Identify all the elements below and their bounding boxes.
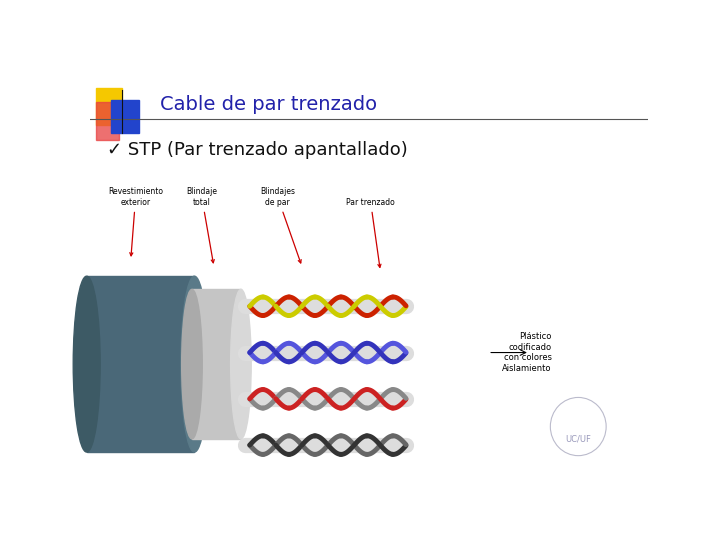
- Text: Revestimiento
exterior: Revestimiento exterior: [108, 187, 163, 256]
- Ellipse shape: [181, 289, 202, 439]
- Text: UC/UF: UC/UF: [565, 435, 591, 443]
- Ellipse shape: [73, 276, 100, 452]
- Text: Plástico
codificado
con colores
Aislamiento: Plástico codificado con colores Aislamie…: [503, 333, 552, 373]
- Text: Blindajes
de par: Blindajes de par: [260, 187, 301, 263]
- Polygon shape: [86, 276, 194, 452]
- Bar: [96, 87, 122, 125]
- Bar: [111, 100, 139, 133]
- Text: ✓ STP (Par trenzado apantallado): ✓ STP (Par trenzado apantallado): [107, 141, 408, 159]
- Text: Blindaje
total: Blindaje total: [186, 187, 217, 263]
- Bar: [96, 102, 119, 140]
- Text: Cable de par trenzado: Cable de par trenzado: [160, 95, 377, 114]
- Polygon shape: [192, 289, 241, 439]
- Text: Par trenzado: Par trenzado: [346, 198, 395, 267]
- Ellipse shape: [230, 289, 251, 439]
- Ellipse shape: [181, 276, 208, 452]
